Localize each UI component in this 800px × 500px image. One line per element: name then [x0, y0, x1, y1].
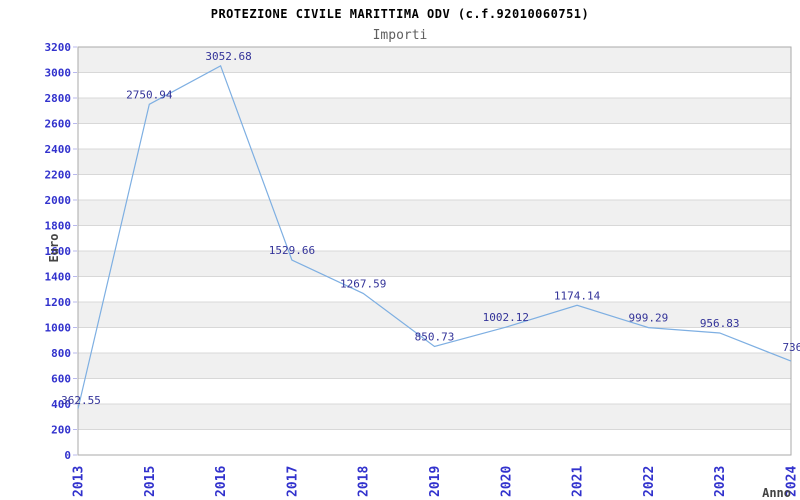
x-tick-label: 2017: [285, 466, 300, 497]
y-tick-label: 1800: [45, 220, 72, 233]
data-point-label: 1267.59: [340, 277, 386, 290]
data-point-label: 850.73: [415, 331, 455, 344]
grid-band: [78, 353, 791, 379]
data-point-label: 2750.94: [126, 88, 173, 101]
y-tick-label: 600: [51, 373, 71, 386]
y-tick-label: 0: [64, 449, 71, 462]
series-line: [77, 64, 792, 409]
y-tick-label: 2200: [45, 169, 72, 182]
grid-band: [78, 251, 791, 277]
y-axis-title: Euro: [47, 234, 61, 263]
chart-title: PROTEZIONE CIVILE MARITTIMA ODV (c.f.920…: [211, 7, 590, 21]
data-point-label: 362.55: [61, 394, 101, 407]
y-tick-label: 2800: [45, 92, 72, 105]
grid-band: [78, 47, 791, 73]
y-tick-label: 1600: [45, 245, 72, 258]
y-axis-tick-marks: [73, 46, 77, 456]
x-tick-label: 2016: [214, 466, 229, 497]
y-tick-label: 2600: [45, 118, 72, 131]
y-tick-label: 1200: [45, 296, 72, 309]
plot-bands: [78, 47, 791, 430]
chart-subtitle: Importi: [373, 28, 428, 43]
x-axis-labels: 2013 2015 2016 2017 2018 2019 2020 2021 2022 2023…: [72, 466, 800, 497]
x-tick-label: 2021: [571, 466, 586, 497]
grid-band: [78, 98, 791, 124]
data-point-label: 3052.68: [205, 50, 251, 63]
y-axis-labels: 0 200 400 600 800 1000 1200 1400 1600 1800 2000 220…: [45, 41, 72, 462]
y-tick-label: 200: [51, 424, 71, 437]
data-point-label: 956.83: [700, 317, 740, 330]
y-tick-label: 2400: [45, 143, 72, 156]
data-point-label: 1529.66: [269, 244, 315, 257]
x-axis-title: Anno: [762, 486, 791, 500]
y-tick-label: 800: [51, 347, 71, 360]
grid-band: [78, 149, 791, 175]
x-tick-label: 2015: [143, 466, 158, 497]
x-tick-label: 2023: [713, 466, 728, 497]
data-point-label: 1174.14: [554, 289, 601, 302]
y-tick-label: 3000: [45, 67, 72, 80]
data-point-labels: 362.55 2750.94 3052.68 1529.66 1267.59 850.73…: [61, 50, 800, 407]
x-tick-label: 2013: [72, 466, 87, 497]
y-tick-label: 400: [51, 398, 71, 411]
data-point-label: 1002.12: [483, 311, 529, 324]
x-tick-label: 2020: [499, 466, 514, 497]
x-tick-label: 2019: [428, 466, 443, 497]
grid-band: [78, 200, 791, 226]
y-tick-label: 2000: [45, 194, 72, 207]
data-point-label: 736.3: [782, 341, 800, 354]
y-tick-label: 1400: [45, 271, 72, 284]
y-tick-label: 1000: [45, 322, 72, 335]
x-tick-label: 2022: [642, 466, 657, 497]
grid-band: [78, 404, 791, 430]
x-tick-label: 2018: [357, 466, 372, 497]
grid-band: [78, 302, 791, 328]
data-point-label: 999.29: [629, 312, 669, 325]
y-tick-label: 3200: [45, 41, 72, 54]
x-tick-label: 2024: [785, 466, 800, 497]
plot-border: [77, 46, 792, 456]
